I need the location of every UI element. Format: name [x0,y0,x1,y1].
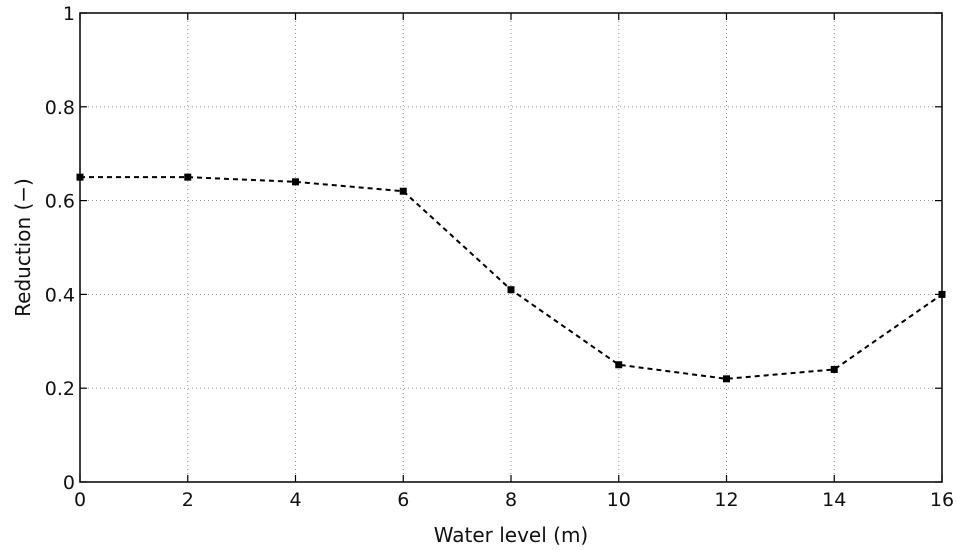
x-tick-label: 6 [397,489,409,511]
data-point-marker [184,173,192,181]
data-point-marker [830,365,838,373]
data-point-marker [507,286,515,294]
x-tick-label: 4 [289,489,301,511]
y-tick-label: 0.2 [45,378,75,400]
x-tick-label: 0 [74,489,86,511]
x-tick-label: 14 [822,489,846,511]
x-axis-label: Water level (m) [434,523,588,547]
y-tick-label: 0.4 [45,284,75,306]
data-point-marker [292,178,299,186]
y-tick-label: 0 [63,472,75,494]
data-point-marker [615,361,623,369]
y-axis-label: Reduction (−) [11,178,35,317]
data-point-marker [938,290,946,298]
x-tick-label: 16 [930,489,954,511]
x-tick-label: 2 [182,489,194,511]
y-tick-label: 1 [63,3,75,25]
y-tick-label: 0.8 [45,97,75,119]
data-point-marker [76,173,84,181]
x-tick-labels: 0 2 4 6 8 10 12 14 16 [74,489,954,511]
y-tick-label: 0.6 [45,191,75,213]
data-point-marker [723,375,730,383]
y-tick-labels: 0 0.2 0.4 0.6 0.8 1 [45,3,75,494]
x-tick-label: 8 [505,489,517,511]
x-tick-label: 10 [607,489,631,511]
data-point-marker [399,187,407,195]
data-series [76,173,946,383]
x-tick-label: 12 [714,489,738,511]
